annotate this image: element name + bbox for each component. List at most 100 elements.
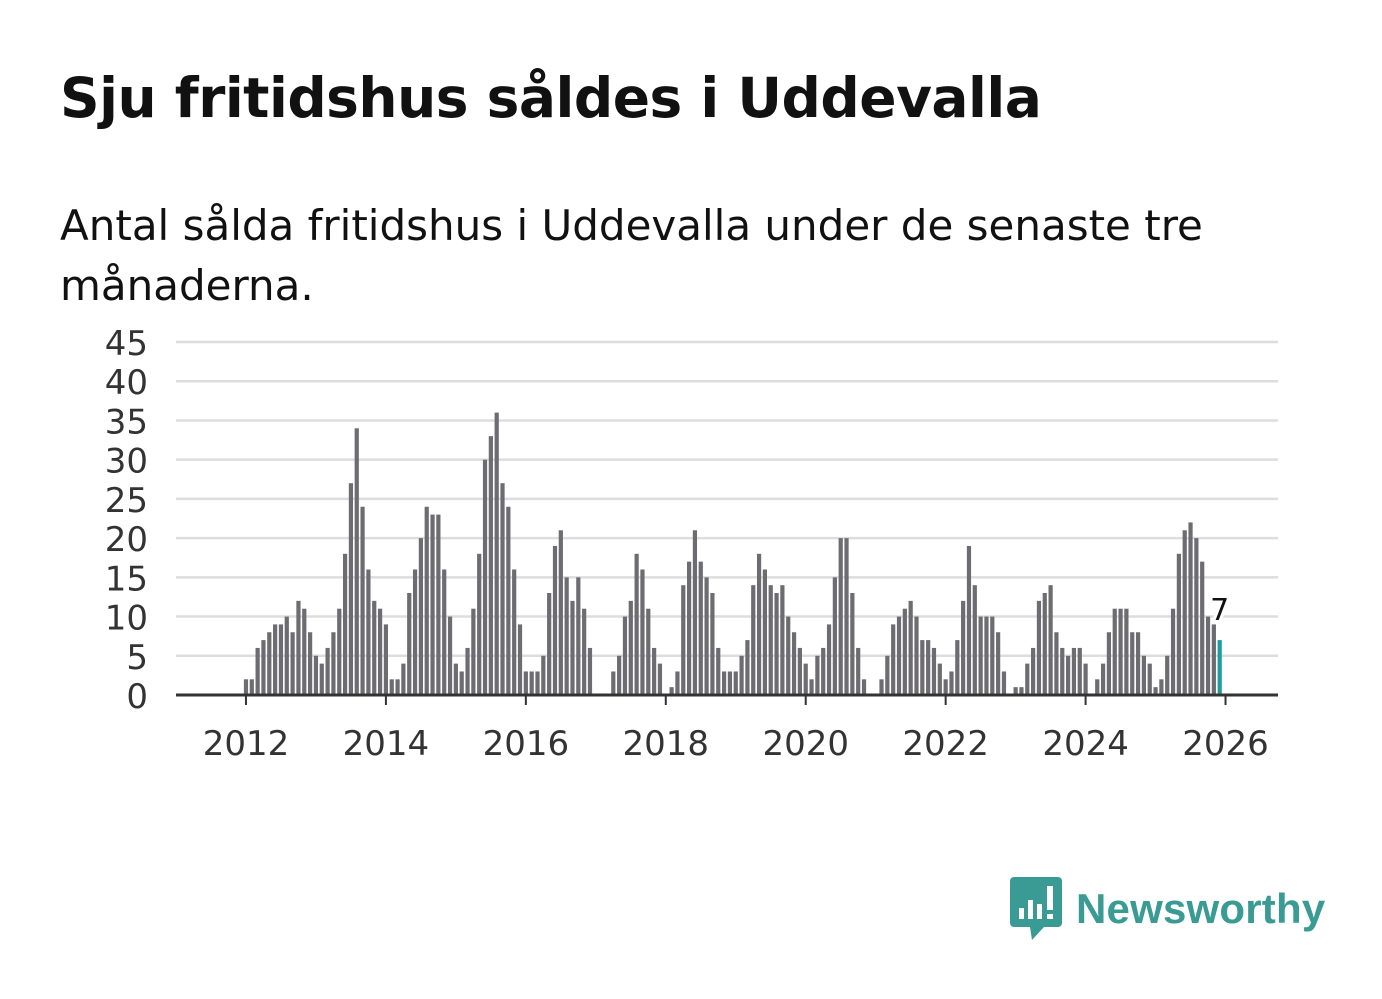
bar (786, 616, 791, 695)
bar (768, 585, 773, 695)
bar (1054, 632, 1059, 695)
bar (477, 553, 482, 695)
bar (342, 553, 348, 695)
bar (617, 655, 622, 695)
bar (920, 640, 925, 695)
bar (389, 679, 394, 695)
bar (1095, 679, 1100, 695)
bar (541, 655, 546, 695)
bar (1124, 608, 1129, 695)
bar (1060, 647, 1065, 695)
bar (972, 585, 977, 695)
brand-name: Newsworthy (1076, 885, 1326, 932)
bar (984, 616, 989, 695)
bar (990, 616, 995, 695)
bar (762, 569, 767, 695)
bar (325, 647, 330, 695)
x-tick-label: 2026 (1182, 724, 1269, 764)
bar (891, 624, 896, 695)
bar (465, 647, 470, 695)
bar (966, 545, 972, 695)
bar (861, 679, 867, 695)
bar (1071, 647, 1077, 695)
bar (337, 608, 342, 695)
bar (657, 663, 663, 695)
bar (896, 616, 902, 695)
bar (302, 608, 307, 695)
chart-subtitle: Antal sålda fritidshus i Uddevalla under… (60, 201, 1203, 310)
bar (377, 608, 383, 695)
bar (756, 553, 762, 695)
bar (937, 663, 942, 695)
newsworthy-logo-icon (1010, 877, 1062, 940)
bar (290, 632, 295, 695)
bar (488, 436, 493, 695)
bar (313, 655, 319, 695)
x-tick-label: 2014 (343, 724, 430, 764)
bar (587, 647, 593, 695)
bar (418, 538, 423, 695)
bar (791, 632, 797, 695)
bar (582, 608, 587, 695)
bar (652, 647, 657, 695)
bar (914, 616, 919, 695)
bar (1001, 671, 1007, 695)
bar (494, 412, 499, 695)
bar (523, 671, 528, 695)
bar (1170, 608, 1176, 695)
y-tick-label: 45 (105, 324, 148, 364)
bar (278, 624, 284, 695)
bar (879, 679, 884, 695)
bar (815, 655, 820, 695)
bar (687, 561, 692, 695)
bar (243, 679, 249, 695)
bar (1176, 553, 1181, 695)
bar (826, 624, 832, 695)
y-tick-label: 35 (105, 402, 148, 442)
bar (850, 593, 855, 695)
bar (331, 632, 336, 695)
bar (622, 616, 628, 695)
bar (634, 553, 639, 695)
bar (803, 663, 808, 695)
bar (517, 624, 523, 695)
bar (1036, 600, 1042, 695)
bar (908, 600, 913, 695)
bar (471, 608, 476, 695)
bar (832, 577, 837, 695)
bar (716, 647, 721, 695)
y-tick-label: 0 (126, 677, 148, 717)
bar (401, 663, 406, 695)
bar (856, 647, 861, 695)
chart-title: Sju fritidshus såldes i Uddevalla (60, 66, 1042, 130)
bar (751, 585, 756, 695)
bar (943, 679, 948, 695)
bar (506, 506, 511, 695)
newsworthy-brand[interactable]: Newsworthy (1010, 876, 1325, 942)
bar (570, 600, 575, 695)
bar (372, 600, 377, 695)
y-tick-label: 40 (105, 363, 148, 403)
bar (1066, 655, 1071, 695)
bar (704, 577, 709, 695)
y-tick-label: 25 (105, 481, 148, 521)
bar (1031, 647, 1036, 695)
bar (739, 655, 744, 695)
bar (273, 624, 278, 695)
bar (395, 679, 400, 695)
bar (1194, 538, 1199, 695)
bar (529, 671, 534, 695)
bar (1048, 585, 1053, 695)
bar (698, 561, 703, 695)
bar (500, 483, 505, 695)
x-tick-label: 2022 (902, 724, 989, 764)
bar (308, 632, 313, 695)
bar (1205, 616, 1211, 695)
bar (1130, 632, 1135, 695)
y-tick-label: 15 (105, 559, 148, 599)
bar (774, 593, 779, 695)
bar (552, 545, 558, 695)
bar (681, 585, 686, 695)
bar (447, 616, 453, 695)
bar (535, 671, 540, 695)
